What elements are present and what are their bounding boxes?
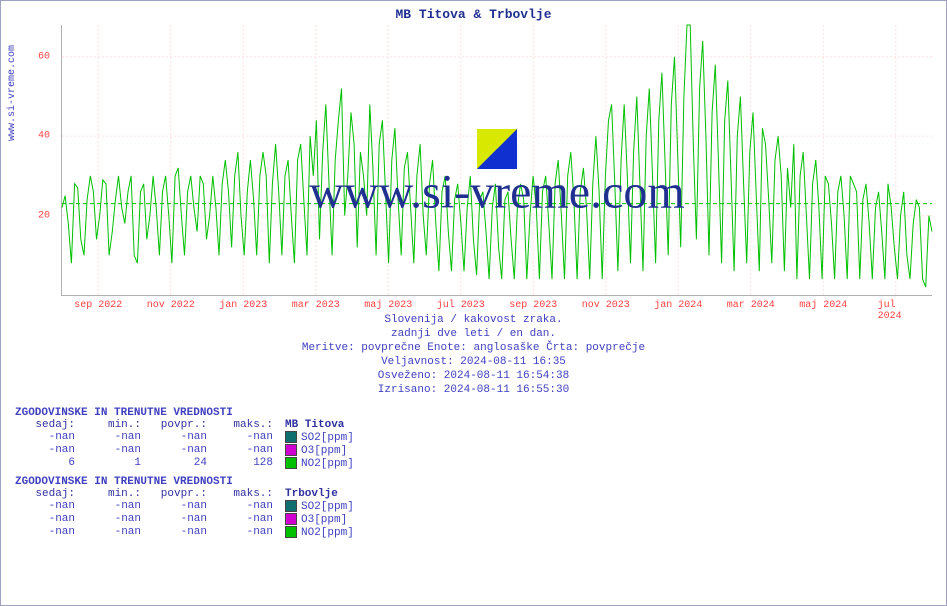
col-header: min.: [81, 488, 147, 500]
x-tick-label: maj 2024 [799, 300, 847, 311]
col-header: sedaj: [15, 488, 81, 500]
series-cell: NO2[ppm] [279, 526, 381, 539]
value-cell: -nan [147, 500, 213, 513]
x-tick-label: jan 2024 [654, 300, 702, 311]
table-row: -nan-nan-nan-nanNO2[ppm] [15, 526, 381, 539]
x-tick-label: nov 2023 [582, 300, 630, 311]
series-cell: SO2[ppm] [279, 500, 381, 513]
table-heading: ZGODOVINSKE IN TRENUTNE VREDNOSTI [15, 476, 381, 488]
value-cell: -nan [213, 431, 279, 444]
chart-title: MB Titova & Trbovlje [1, 1, 946, 22]
col-header: min.: [81, 419, 147, 431]
data-tables: ZGODOVINSKE IN TRENUTNE VREDNOSTIsedaj:m… [15, 401, 381, 538]
value-cell: -nan [15, 431, 81, 444]
value-cell: -nan [147, 431, 213, 444]
value-cell: -nan [81, 431, 147, 444]
x-tick-label: sep 2022 [74, 300, 122, 311]
value-cell: 1 [81, 457, 147, 470]
series-cell: SO2[ppm] [279, 431, 381, 444]
value-cell: -nan [81, 513, 147, 526]
col-header: maks.: [213, 488, 279, 500]
series-label: SO2[ppm] [301, 432, 354, 444]
series-label: O3[ppm] [301, 445, 347, 457]
col-header: povpr.: [147, 488, 213, 500]
desc-line: Veljavnost: 2024-08-11 16:35 [1, 355, 946, 369]
y-tick-label: 60 [38, 51, 50, 62]
series-label: SO2[ppm] [301, 501, 354, 513]
watermark-logo-icon [477, 129, 517, 169]
chart-container: MB Titova & Trbovlje www.si-vreme.com ww… [0, 0, 947, 606]
x-tick-label: jan 2023 [219, 300, 267, 311]
x-tick-label: sep 2023 [509, 300, 557, 311]
color-swatch-icon [285, 513, 297, 525]
table-row: 6124128 NO2[ppm] [15, 457, 381, 470]
color-swatch-icon [285, 457, 297, 469]
value-cell: -nan [213, 500, 279, 513]
group-name: Trbovlje [279, 488, 381, 500]
desc-line: Slovenija / kakovost zraka. [1, 313, 946, 327]
color-swatch-icon [285, 500, 297, 512]
table-heading: ZGODOVINSKE IN TRENUTNE VREDNOSTI [15, 407, 381, 419]
value-cell: -nan [81, 526, 147, 539]
value-cell: -nan [213, 513, 279, 526]
values-table: sedaj:min.:povpr.:maks.:Trbovlje-nan-nan… [15, 488, 381, 539]
value-cell: -nan [81, 500, 147, 513]
color-swatch-icon [285, 431, 297, 443]
series-label: NO2[ppm] [301, 526, 354, 538]
group-name: MB Titova [279, 419, 381, 431]
value-cell: 128 [213, 457, 279, 470]
value-cell: -nan [15, 500, 81, 513]
x-tick-label: maj 2023 [364, 300, 412, 311]
value-cell: -nan [15, 526, 81, 539]
series-cell: O3[ppm] [279, 444, 381, 457]
desc-line: Izrisano: 2024-08-11 16:55:30 [1, 383, 946, 397]
description-block: Slovenija / kakovost zraka. zadnji dve l… [1, 313, 946, 397]
value-cell: -nan [15, 444, 81, 457]
table-row: -nan-nan-nan-nanSO2[ppm] [15, 500, 381, 513]
x-tick-label: mar 2023 [292, 300, 340, 311]
series-label: NO2[ppm] [301, 458, 354, 470]
color-swatch-icon [285, 526, 297, 538]
desc-line: zadnji dve leti / en dan. [1, 327, 946, 341]
color-swatch-icon [285, 444, 297, 456]
value-cell: -nan [147, 526, 213, 539]
y-tick-label: 20 [38, 210, 50, 221]
series-cell: O3[ppm] [279, 513, 381, 526]
col-header: sedaj: [15, 419, 81, 431]
desc-line: Meritve: povprečne Enote: anglosaške Črt… [1, 341, 946, 355]
table-row: -nan-nan-nan-nanSO2[ppm] [15, 431, 381, 444]
x-tick-label: nov 2022 [147, 300, 195, 311]
y-axis-side-label: www.si-vreme.com [7, 45, 18, 141]
value-cell: 6 [15, 457, 81, 470]
series-cell: NO2[ppm] [279, 457, 381, 470]
col-header: povpr.: [147, 419, 213, 431]
value-cell: -nan [213, 526, 279, 539]
chart-area: www.si-vreme.com 204060sep 2022nov 2022j… [61, 25, 932, 296]
x-tick-label: mar 2024 [727, 300, 775, 311]
series-label: O3[ppm] [301, 514, 347, 526]
table-row: -nan-nan-nan-nanO3[ppm] [15, 513, 381, 526]
col-header: maks.: [213, 419, 279, 431]
table-row: -nan-nan-nan-nanO3[ppm] [15, 444, 381, 457]
values-table: sedaj:min.:povpr.:maks.:MB Titova-nan-na… [15, 419, 381, 470]
value-cell: -nan [147, 444, 213, 457]
value-cell: 24 [147, 457, 213, 470]
x-tick-label: jul 2023 [437, 300, 485, 311]
value-cell: -nan [15, 513, 81, 526]
value-cell: -nan [213, 444, 279, 457]
value-cell: -nan [81, 444, 147, 457]
value-cell: -nan [147, 513, 213, 526]
desc-line: Osveženo: 2024-08-11 16:54:38 [1, 369, 946, 383]
y-tick-label: 40 [38, 131, 50, 142]
